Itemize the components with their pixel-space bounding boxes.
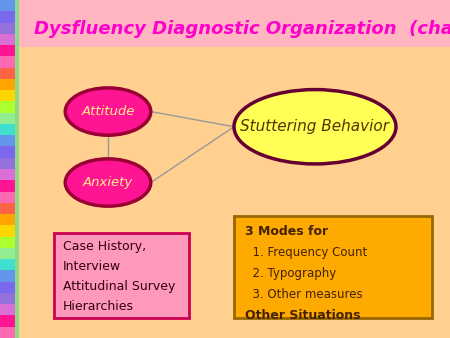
Text: Stuttering Behavior: Stuttering Behavior: [240, 119, 390, 134]
Bar: [0, 259, 15, 270]
Bar: [0, 23, 15, 34]
Bar: [0, 304, 15, 315]
Bar: [0, 282, 15, 293]
Bar: [0, 237, 15, 248]
Text: 3. Other measures: 3. Other measures: [245, 288, 363, 300]
Text: Case History,
Interview
Attitudinal Survey
Hierarchies: Case History, Interview Attitudinal Surv…: [63, 240, 176, 313]
Bar: [0, 0, 15, 11]
Ellipse shape: [65, 88, 151, 135]
Bar: [0, 293, 15, 304]
Bar: [0, 225, 15, 237]
Bar: [0, 169, 15, 180]
Text: Other Situations: Other Situations: [245, 309, 361, 321]
Ellipse shape: [65, 159, 151, 206]
Ellipse shape: [234, 90, 396, 164]
Bar: [0, 113, 15, 124]
Bar: [0, 68, 15, 79]
Bar: [0, 192, 15, 203]
Bar: [0, 79, 15, 90]
Bar: [0, 158, 15, 169]
Text: Dysfluency Diagnostic Organization  (chart): Dysfluency Diagnostic Organization (char…: [34, 20, 450, 38]
Bar: [15, 0, 18, 338]
Bar: [0, 90, 15, 101]
FancyBboxPatch shape: [234, 216, 432, 318]
Bar: [0, 124, 15, 135]
Bar: [0, 34, 15, 45]
Bar: [0, 180, 15, 192]
Bar: [0, 135, 15, 146]
Text: 2. Typography: 2. Typography: [245, 267, 337, 280]
Bar: [0, 248, 15, 259]
Bar: [0, 146, 15, 158]
Text: Attitude: Attitude: [81, 105, 135, 118]
Text: Anxiety: Anxiety: [83, 176, 133, 189]
Bar: [0, 270, 15, 282]
Bar: [0, 56, 15, 68]
Bar: [0, 45, 15, 56]
Bar: [0, 0, 450, 47]
Bar: [0, 11, 15, 23]
Bar: [0, 315, 15, 327]
FancyBboxPatch shape: [54, 233, 189, 318]
Bar: [0, 101, 15, 113]
Bar: [0, 203, 15, 214]
Text: 3 Modes for: 3 Modes for: [245, 225, 328, 238]
Text: 1. Frequency Count: 1. Frequency Count: [245, 246, 368, 259]
Bar: [0, 327, 15, 338]
Bar: [0, 214, 15, 225]
